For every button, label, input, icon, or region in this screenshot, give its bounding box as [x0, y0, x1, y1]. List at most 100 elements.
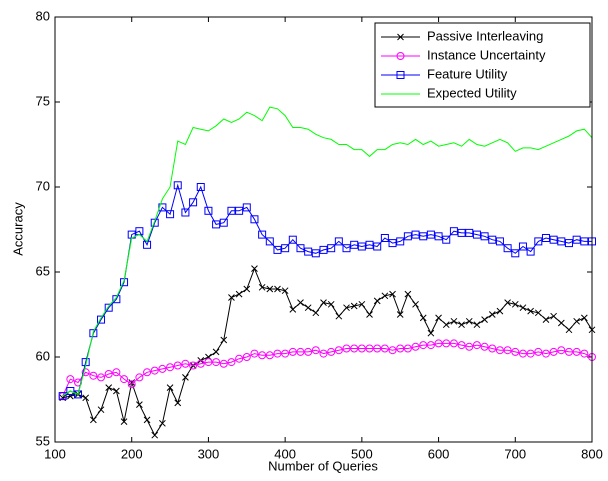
marker [228, 294, 235, 301]
marker [128, 379, 136, 386]
marker [380, 344, 389, 353]
marker [243, 285, 251, 293]
marker [97, 373, 106, 382]
marker [66, 387, 75, 395]
plot-frame [54, 16, 593, 443]
marker [143, 416, 151, 424]
marker [327, 244, 336, 253]
marker [357, 242, 366, 251]
x-tick-label: 400 [274, 446, 296, 461]
marker [311, 346, 320, 355]
marker [220, 336, 228, 344]
marker [526, 247, 535, 256]
y-tick-label: 75 [36, 93, 50, 108]
marker [442, 321, 450, 329]
marker [503, 244, 512, 253]
marker [74, 390, 83, 399]
marker [105, 384, 113, 391]
marker [389, 290, 396, 298]
marker [480, 342, 489, 351]
marker [113, 387, 120, 395]
marker [173, 361, 182, 370]
series-line [62, 106, 593, 397]
marker [419, 341, 428, 350]
marker [196, 359, 205, 368]
marker [572, 235, 581, 244]
marker [289, 306, 297, 313]
marker [419, 232, 428, 241]
marker [488, 235, 497, 244]
marker [189, 198, 198, 207]
legend-label: Instance Uncertainty [427, 47, 546, 62]
marker [366, 311, 373, 318]
marker [288, 347, 297, 356]
marker [166, 363, 175, 372]
marker [549, 235, 558, 244]
marker [281, 244, 290, 253]
marker [488, 311, 496, 318]
marker [472, 341, 481, 350]
x-tick-label: 500 [351, 446, 373, 461]
marker [304, 347, 313, 356]
marker [565, 326, 573, 334]
marker [358, 300, 366, 308]
legend-label: Passive Interleaving [427, 28, 543, 43]
marker [251, 265, 258, 272]
marker [235, 206, 244, 215]
marker [297, 299, 304, 306]
marker [481, 316, 488, 323]
marker [412, 300, 419, 308]
marker [442, 235, 451, 244]
marker [557, 237, 566, 246]
marker [350, 302, 358, 310]
marker [158, 203, 167, 212]
marker [572, 347, 581, 356]
marker [112, 295, 121, 304]
marker [426, 230, 435, 239]
marker [519, 304, 527, 312]
marker [242, 203, 251, 212]
marker [204, 206, 213, 215]
marker [518, 242, 527, 251]
marker [495, 346, 504, 355]
marker [227, 358, 236, 367]
marker [150, 366, 159, 375]
marker [158, 364, 167, 373]
marker [403, 344, 412, 353]
marker [82, 394, 90, 402]
marker [550, 312, 557, 320]
marker [472, 230, 481, 239]
marker [258, 230, 267, 239]
marker [89, 371, 98, 380]
marker [327, 347, 336, 356]
marker [120, 418, 128, 425]
marker [342, 344, 351, 353]
x-tick-label: 700 [504, 446, 526, 461]
marker [104, 370, 113, 378]
marker [136, 401, 143, 408]
marker [526, 349, 535, 358]
marker [511, 249, 520, 258]
marker [212, 220, 221, 229]
marker [265, 237, 274, 246]
marker [542, 316, 550, 323]
marker [90, 416, 97, 424]
marker [335, 312, 343, 320]
marker [564, 347, 573, 356]
marker [381, 292, 389, 300]
marker [435, 314, 442, 322]
marker [304, 247, 313, 256]
marker [350, 240, 359, 249]
legend-label: Expected Utility [427, 85, 517, 100]
marker [419, 314, 427, 322]
marker [219, 218, 228, 227]
marker [357, 344, 366, 353]
marker [258, 351, 267, 360]
legend-label: Feature Utility [427, 66, 508, 81]
marker [396, 237, 405, 246]
marker [112, 368, 121, 377]
marker [388, 239, 397, 248]
marker [473, 321, 481, 329]
marker [380, 234, 389, 242]
